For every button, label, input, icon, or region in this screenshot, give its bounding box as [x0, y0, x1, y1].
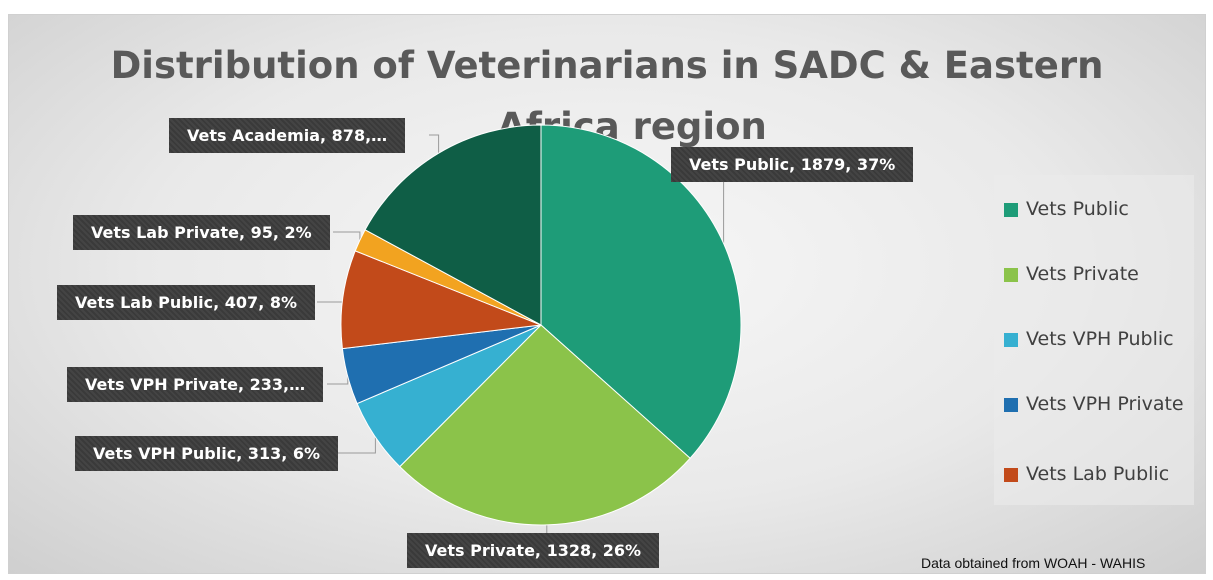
pie-slice-vets-private — [399, 324, 691, 526]
legend-label: Vets Lab Public — [1026, 463, 1170, 485]
pie-slices — [340, 124, 742, 526]
data-label-vets-lab-public: Vets Lab Public, 407, 8% — [57, 285, 315, 320]
legend-label: Vets Private — [1026, 263, 1139, 285]
legend-swatch — [1004, 468, 1018, 482]
legend-swatch — [1004, 398, 1018, 412]
legend: Vets Public Vets Private Vets VPH Public Ve… — [994, 175, 1194, 505]
legend-label: Vets VPH Public — [1026, 328, 1174, 350]
legend-swatch — [1004, 203, 1018, 217]
data-label-vets-academia: Vets Academia, 878,… — [169, 118, 406, 153]
chart-title-line-1: Distribution of Veterinarians in SADC & … — [110, 44, 1104, 87]
pie-slice-vets-lab-public — [340, 250, 542, 350]
data-label-vets-vph-private: Vets VPH Private, 233,… — [67, 367, 324, 402]
legend-item-vets-public: Vets Public — [1004, 195, 1186, 223]
legend-item-vets-lab-public: Vets Lab Public — [1004, 460, 1186, 488]
legend-item-vets-private: Vets Private — [1004, 260, 1186, 288]
legend-swatch — [1004, 268, 1018, 282]
legend-item-vets-vph-public: Vets VPH Public — [1004, 325, 1186, 353]
pie-slice-vets-academia — [364, 124, 542, 326]
chart-title: Distribution of Veterinarians in SADC & … — [9, 35, 1205, 157]
leader-line-vets-vph-private — [327, 376, 349, 385]
leader-line-vets-academia — [429, 134, 440, 154]
data-label-vets-public: Vets Public, 1879, 37% — [671, 147, 914, 182]
data-label-vets-private: Vets Private, 1328, 26% — [407, 533, 660, 568]
legend-swatch — [1004, 333, 1018, 347]
legend-item-vets-vph-private: Vets VPH Private — [1004, 390, 1186, 418]
leader-line-vets-lab-public — [317, 298, 344, 303]
leader-line-vets-lab-private — [333, 231, 361, 241]
source-note: Data obtained from WOAH - WAHIS — [921, 555, 1146, 571]
pie-slice-vets-public — [540, 124, 742, 459]
legend-label: Vets Public — [1026, 198, 1129, 220]
leader-line-vets-vph-public — [335, 437, 376, 454]
data-label-vets-vph-public: Vets VPH Public, 313, 6% — [75, 436, 339, 471]
data-label-vets-lab-private: Vets Lab Private, 95, 2% — [73, 215, 330, 250]
pie-chart — [317, 124, 742, 551]
legend-label: Vets VPH Private — [1026, 393, 1184, 415]
chart-area: Distribution of Veterinarians in SADC & … — [8, 14, 1206, 574]
